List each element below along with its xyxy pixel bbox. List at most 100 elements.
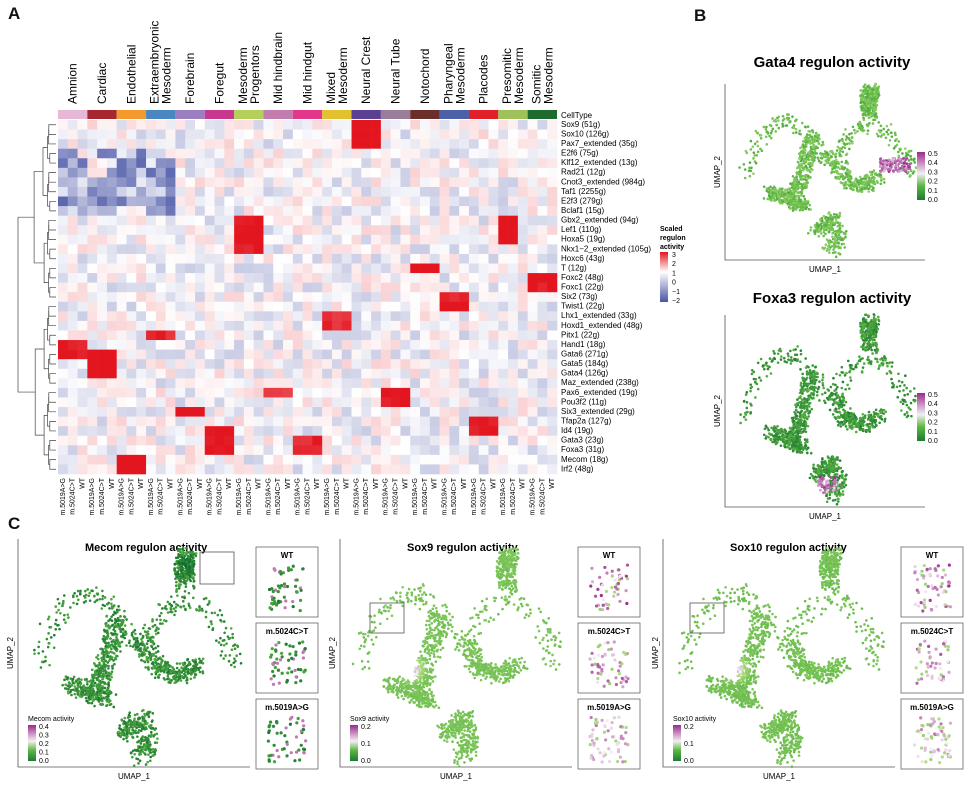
dendrogram-branch bbox=[33, 171, 45, 264]
heatmap-cell bbox=[273, 244, 284, 255]
heatmap-cell bbox=[351, 349, 362, 360]
heatmap-cell bbox=[175, 359, 186, 370]
umap-cell-point bbox=[822, 230, 826, 234]
umap-cell-point bbox=[773, 199, 776, 202]
heatmap-cell bbox=[77, 387, 88, 398]
heatmap-cell bbox=[478, 445, 489, 456]
heatmap-cell bbox=[263, 139, 274, 150]
heatmap-cell bbox=[243, 167, 254, 178]
heatmap-cell bbox=[214, 397, 225, 408]
heatmap-cell bbox=[126, 426, 137, 437]
heatmap-cell bbox=[527, 253, 538, 264]
umap-cell-point bbox=[742, 163, 746, 166]
panel-a-label: A bbox=[8, 4, 21, 23]
heatmap-cell bbox=[312, 292, 323, 303]
umap-cell-point bbox=[783, 360, 787, 363]
heatmap-cell bbox=[67, 120, 78, 130]
heatmap-cell bbox=[263, 129, 274, 140]
umap-cell-point bbox=[795, 175, 798, 178]
heatmap-cell bbox=[468, 167, 480, 178]
heatmap-cell bbox=[214, 359, 225, 370]
heatmap-cell bbox=[508, 167, 519, 178]
umap-cell-point bbox=[794, 421, 797, 425]
umap-cell-point bbox=[871, 176, 874, 180]
heatmap-cell bbox=[468, 426, 480, 437]
umap-cell-point bbox=[742, 415, 746, 419]
umap-cell-point bbox=[749, 389, 752, 393]
heatmap-cell bbox=[204, 167, 215, 178]
heatmap-cell bbox=[77, 397, 88, 408]
gata4-high-point bbox=[900, 164, 904, 168]
umap-cell-point bbox=[843, 374, 847, 377]
heatmap-cell bbox=[478, 282, 489, 293]
heatmap-cell bbox=[527, 426, 538, 437]
heatmap-cell bbox=[292, 186, 303, 197]
gata4-high-point bbox=[895, 163, 899, 167]
heatmap-cell bbox=[146, 330, 157, 341]
heatmap-cell bbox=[185, 129, 196, 140]
heatmap-cell bbox=[400, 273, 411, 283]
heatmap-cell bbox=[126, 234, 137, 245]
umap-cell-point bbox=[844, 478, 848, 481]
umap-cell-point bbox=[799, 146, 802, 150]
genotype-label: m.5024C>T bbox=[304, 477, 311, 514]
heatmap-cell bbox=[322, 263, 333, 274]
genotype-label: m.5024C>T bbox=[187, 477, 194, 514]
umap-cell-point bbox=[792, 201, 796, 205]
heatmap-cell bbox=[283, 311, 294, 322]
umap-cell-point bbox=[794, 208, 798, 211]
heatmap-cell bbox=[478, 158, 489, 169]
heatmap-cell bbox=[58, 225, 69, 236]
heatmap-cell bbox=[263, 311, 274, 322]
umap-cell-point bbox=[830, 170, 834, 174]
regulon-label: Twist1 (22g) bbox=[561, 302, 605, 311]
heatmap-cell bbox=[537, 167, 548, 178]
umap-cell-point bbox=[867, 182, 871, 186]
heatmap-cell bbox=[77, 464, 88, 475]
heatmap-cell bbox=[97, 435, 108, 446]
celltype-label: Mesoderm bbox=[541, 47, 555, 104]
umap-cell-point bbox=[753, 154, 756, 157]
heatmap-cell bbox=[263, 206, 274, 216]
heatmap-cell bbox=[429, 225, 440, 236]
heatmap-cell bbox=[185, 301, 196, 312]
legend-title: activity bbox=[660, 244, 684, 251]
heatmap-cell bbox=[400, 234, 411, 245]
heatmap-cell bbox=[224, 225, 235, 236]
umap-cell-point bbox=[802, 167, 805, 170]
heatmap-cell bbox=[371, 292, 382, 303]
heatmap-cell bbox=[312, 196, 323, 207]
heatmap-cell bbox=[292, 340, 303, 350]
heatmap-cell bbox=[185, 225, 196, 236]
heatmap-cell bbox=[273, 340, 284, 350]
heatmap-cell bbox=[116, 311, 127, 322]
umap-cell-point bbox=[856, 129, 859, 133]
heatmap-cell bbox=[106, 387, 118, 398]
umap-cell-point bbox=[872, 182, 875, 185]
heatmap-cell bbox=[351, 426, 362, 437]
celltype-bar-segment bbox=[116, 110, 147, 119]
heatmap-cell bbox=[126, 397, 137, 408]
heatmap-cell bbox=[253, 225, 264, 236]
heatmap-cell bbox=[87, 435, 98, 446]
umap-cell-point bbox=[799, 186, 803, 190]
umap-cell-point bbox=[791, 189, 795, 192]
heatmap-cell bbox=[459, 244, 470, 255]
heatmap-cell bbox=[273, 148, 284, 159]
umap-cell-point bbox=[828, 220, 831, 223]
panel-b-label: B bbox=[694, 6, 707, 25]
heatmap-cell bbox=[488, 454, 499, 465]
umap-cell-point bbox=[814, 146, 818, 150]
umap-cell-point bbox=[765, 361, 768, 365]
heatmap-cell bbox=[146, 407, 157, 417]
celltype-label: Mesoderm bbox=[236, 47, 250, 104]
heatmap-cell bbox=[273, 330, 284, 341]
heatmap-cell bbox=[478, 225, 489, 236]
heatmap-cell bbox=[253, 186, 264, 197]
heatmap-cell bbox=[478, 407, 489, 417]
heatmap-cell bbox=[146, 225, 157, 236]
heatmap-cell bbox=[204, 311, 215, 322]
heatmap-cell bbox=[234, 407, 245, 417]
regulon-label: Lef1 (110g) bbox=[561, 225, 602, 234]
heatmap-cell bbox=[371, 158, 382, 169]
